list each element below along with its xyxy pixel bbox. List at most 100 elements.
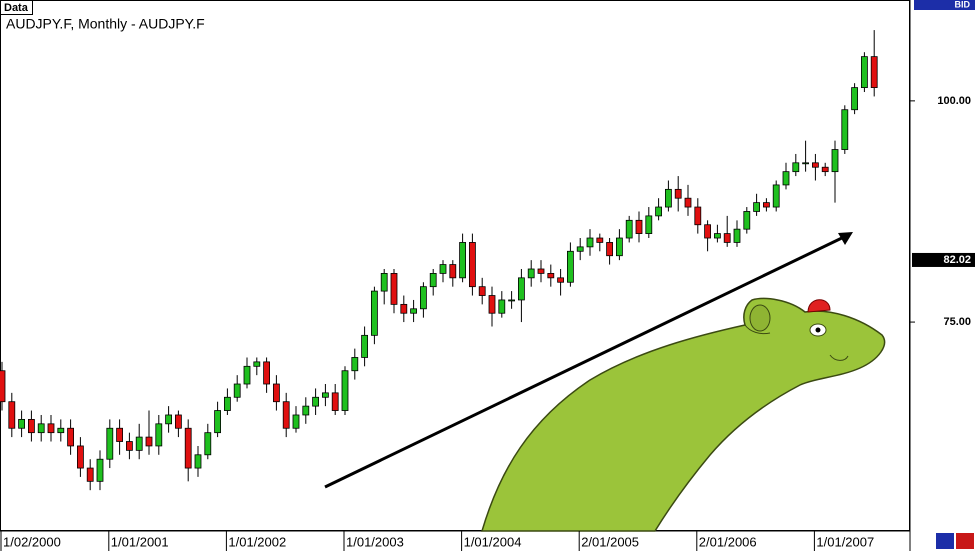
illustration (480, 297, 886, 532)
candle-body (282, 401, 290, 429)
candle-body (292, 414, 300, 429)
candle-body (537, 268, 545, 274)
candle-body (547, 273, 555, 279)
candle-body (174, 414, 182, 429)
candle-body (459, 242, 467, 279)
candle-body (508, 299, 516, 302)
candle-body (753, 202, 760, 212)
candle-body (106, 427, 114, 460)
candle-body (361, 334, 369, 358)
candle-body (57, 427, 65, 434)
candle-body (674, 188, 682, 199)
y-tick-label: 75.00 (943, 316, 971, 328)
candle-body (341, 370, 349, 411)
candle-body (410, 308, 418, 314)
candle-body (223, 396, 231, 411)
candle-body (67, 427, 74, 447)
candle-body (380, 273, 388, 292)
candle-body (557, 277, 564, 283)
bid-price-label: 82.02 (943, 254, 971, 266)
candle-body (596, 237, 604, 243)
candle-body (498, 299, 506, 314)
candle-body (390, 273, 398, 305)
candle-body (792, 162, 800, 173)
candle-body (77, 445, 84, 469)
candle-body (733, 228, 741, 243)
candle-body (625, 219, 633, 239)
candle-body (429, 273, 437, 288)
candle-body (468, 242, 476, 288)
candle-body (449, 264, 457, 279)
candle-body (126, 441, 133, 451)
candle-body (47, 423, 55, 434)
candle-body (321, 392, 329, 398)
trend-arrow (324, 234, 847, 489)
candle-body (665, 188, 672, 208)
candle-body (743, 211, 751, 230)
x-tick-label: 1/02/2000 (3, 534, 61, 549)
candle-body (567, 250, 574, 283)
candle-body (723, 233, 731, 243)
candle-body (645, 215, 653, 234)
candle-body (400, 303, 408, 314)
candle-body (165, 414, 173, 425)
candle-body (155, 423, 163, 447)
x-tick-label: 1/01/2003 (346, 534, 404, 549)
candle-body (841, 109, 849, 150)
x-tick-label: 1/01/2007 (816, 534, 874, 549)
candle-body (635, 219, 643, 234)
candle-body (370, 290, 378, 336)
bid-price-marker (912, 252, 975, 267)
candle-body (351, 357, 359, 372)
candle-body (616, 237, 623, 257)
candle-body (331, 392, 339, 411)
panel-label: Data (4, 2, 29, 14)
candle-body (606, 242, 613, 257)
x-tick-label: 2/01/2005 (581, 534, 639, 549)
candle-body (253, 361, 261, 367)
candle-body (714, 233, 721, 239)
candle-body (8, 401, 16, 429)
x-tick-label: 1/01/2004 (464, 534, 522, 549)
candle-body (488, 295, 496, 314)
candle-body (272, 383, 280, 403)
candle-body (18, 418, 26, 429)
price-type-box (914, 0, 975, 10)
toolbar-button[interactable] (936, 533, 954, 549)
candle-body (116, 427, 123, 442)
candle-body (233, 383, 241, 398)
price-type: BID (955, 0, 971, 9)
candle-body (214, 410, 222, 434)
candle-body (527, 268, 535, 279)
candle-body (439, 264, 447, 274)
y-tick-label: 100.00 (937, 95, 971, 107)
candle-body (586, 237, 594, 248)
candle-body (821, 166, 829, 173)
candle-body (0, 370, 6, 403)
candle-body (37, 423, 45, 434)
candle-body (704, 224, 711, 239)
candle-body (86, 467, 94, 482)
toolbar-button[interactable] (956, 533, 974, 549)
candle-body (763, 202, 770, 208)
candle-body (812, 162, 819, 168)
chart-title: AUDJPY.F, Monthly - AUDJPY.F (6, 16, 205, 32)
candle-body (694, 206, 702, 226)
candle-body (518, 277, 525, 301)
candle-body (135, 436, 143, 451)
x-tick-label: 1/01/2001 (111, 534, 169, 549)
candle-body (772, 184, 780, 208)
candle-body (27, 418, 35, 434)
candle-body (184, 427, 192, 469)
candle-body (870, 56, 878, 88)
candle-body (576, 246, 584, 252)
toolbar (936, 533, 974, 549)
candle-body (302, 405, 310, 416)
candle-body (96, 458, 104, 482)
candle-body (851, 87, 858, 111)
candle-body (478, 286, 486, 296)
candle-body (145, 436, 153, 447)
candle-body (655, 206, 662, 217)
